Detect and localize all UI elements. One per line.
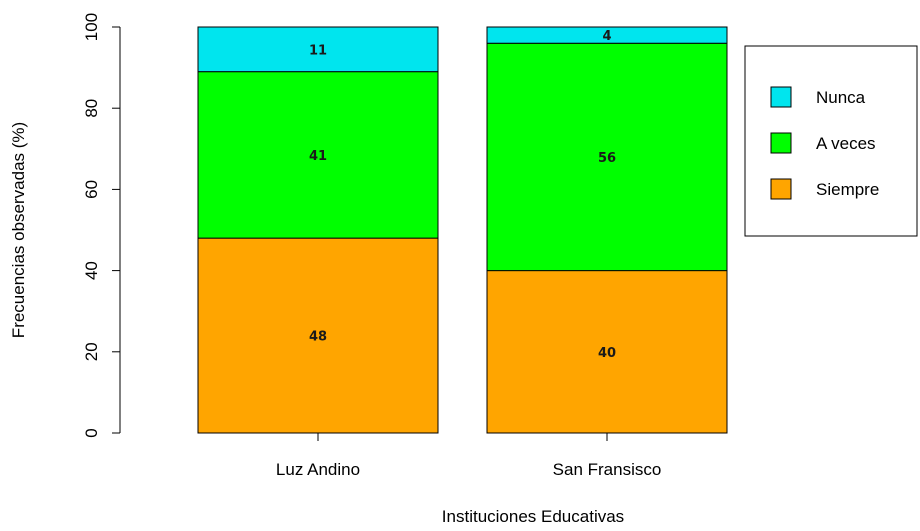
y-axis-title: Frecuencias observadas (%) bbox=[9, 122, 28, 338]
x-axis-title: Instituciones Educativas bbox=[442, 507, 624, 526]
legend-label: Siempre bbox=[816, 180, 879, 199]
bars bbox=[197, 26, 728, 434]
legend-swatch bbox=[770, 178, 792, 200]
legend: Nunca A veces Siempre bbox=[744, 45, 918, 237]
bar-data-label: 41 bbox=[309, 149, 327, 164]
y-axis: 0 20 40 60 80 100 bbox=[82, 13, 121, 438]
bar-segment bbox=[486, 270, 728, 434]
bar-segment bbox=[486, 26, 728, 44]
bar-data-label: 40 bbox=[598, 346, 616, 361]
bar-segment bbox=[486, 42, 728, 272]
y-tick-label: 40 bbox=[82, 261, 101, 280]
bar-data-label: 4 bbox=[602, 29, 611, 44]
y-tick-label: 0 bbox=[82, 428, 101, 437]
segment-labels: 48 41 11 40 56 4 bbox=[309, 29, 616, 361]
bar-data-label: 11 bbox=[309, 43, 327, 58]
x-axis: Luz Andino San Fransisco bbox=[276, 433, 661, 479]
bar-data-label: 56 bbox=[598, 151, 616, 166]
x-tick-label: Luz Andino bbox=[276, 460, 360, 479]
bar-segment bbox=[197, 71, 439, 239]
bar-segment bbox=[197, 26, 439, 73]
x-tick-label: San Fransisco bbox=[553, 460, 662, 479]
bar-data-label: 48 bbox=[309, 330, 327, 345]
bar-segment bbox=[197, 237, 439, 434]
legend-label: A veces bbox=[816, 134, 876, 153]
y-tick-label: 60 bbox=[82, 180, 101, 199]
legend-swatch bbox=[770, 132, 792, 154]
legend-swatch bbox=[770, 86, 792, 108]
y-tick-label: 100 bbox=[82, 13, 101, 41]
y-tick-label: 20 bbox=[82, 342, 101, 361]
y-tick-label: 80 bbox=[82, 99, 101, 118]
legend-label: Nunca bbox=[816, 88, 866, 107]
